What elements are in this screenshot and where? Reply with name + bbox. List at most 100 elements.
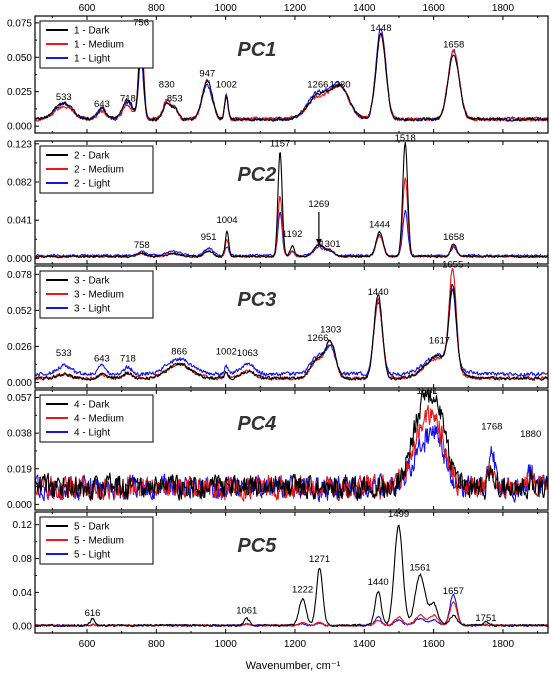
pc4-ytick-label: 0.057: [7, 393, 32, 404]
pc5-ytick-label: 0.12: [13, 520, 33, 531]
pc5-title: PC5: [237, 535, 277, 557]
pc2-peak-label: 951: [201, 232, 217, 243]
bottom-xtick-label: 600: [79, 639, 96, 650]
pc3-peak-label: 1440: [368, 287, 389, 298]
pc3-title: PC3: [237, 289, 276, 311]
pc4-legend-label-medium: 4 - Medium: [74, 414, 124, 425]
pc3-peak-label: 1002: [216, 347, 237, 358]
pc1-legend-label-dark: 1 - Dark: [74, 26, 111, 37]
pc4-title: PC4: [237, 413, 276, 435]
bottom-xtick-label: 1600: [422, 639, 445, 650]
pc3-ytick-label: 0.052: [7, 306, 32, 317]
pc2-frame: [34, 140, 549, 265]
pc2-series-dark: [35, 141, 548, 259]
bottom-xtick-label: 1400: [353, 639, 376, 650]
pc3-peak-label: 1063: [237, 348, 258, 359]
pc3-ytick-label: 0.078: [7, 270, 32, 281]
pc3-peak-label: 1266: [307, 333, 328, 344]
pc3-legend: 3 - Dark 3 - Medium 3 - Light: [39, 270, 154, 319]
pc2-ytick-label: 0.082: [7, 178, 32, 189]
pc2-peak-label: 1301: [319, 239, 340, 250]
pc2-peak-label: 758: [134, 240, 150, 251]
pc1-legend-label-light: 1 - Light: [74, 54, 110, 65]
pc4-legend-label-light: 4 - Light: [74, 428, 110, 439]
pc2-ytick-label: 0.041: [7, 216, 32, 227]
pc1-peak-label: 1002: [216, 80, 237, 91]
pc2-legend-label-dark: 2 - Dark: [74, 151, 111, 162]
pc1-peak-label: 1658: [443, 40, 464, 51]
pc3-peak-label: 533: [56, 348, 72, 359]
top-xtick-label: 1200: [284, 3, 307, 14]
pc5-peak-label: 1222: [292, 584, 313, 595]
pc2-title: PC2: [237, 164, 276, 186]
top-xtick-label: 1000: [215, 3, 238, 14]
pc5-legend-label-light: 5 - Light: [74, 550, 110, 561]
pc2-peak-label: 1004: [216, 215, 237, 226]
pc5-legend: 5 - Dark 5 - Medium 5 - Light: [39, 516, 154, 565]
pc2-peak-label: 1157: [270, 139, 290, 150]
pc5-peak-label: 1061: [236, 606, 257, 617]
pc2-peak-label: 1658: [443, 232, 464, 243]
pc4-legend: 4 - Dark 4 - Medium 4 - Light: [39, 394, 154, 443]
pc3-traces: [35, 267, 548, 381]
pc1-peak-label: 1448: [370, 23, 391, 34]
pc2-legend-label-light: 2 - Light: [74, 179, 110, 190]
pc4-peak-label: 1581: [416, 386, 437, 397]
pc4-peak-label: 1768: [481, 421, 502, 432]
pc1-peak-label: 643: [94, 99, 110, 110]
pc3-legend-label-dark: 3 - Dark: [74, 276, 111, 287]
pc1-ytick-label: 0.025: [7, 87, 32, 98]
pc1-title: PC1: [237, 39, 276, 61]
pc5-peak-label: 616: [85, 608, 101, 619]
top-xtick-label: 800: [148, 3, 165, 14]
pc4-traces: [35, 390, 548, 503]
pc5-series-medium: [35, 601, 548, 627]
pc3-peak-label: 1303: [320, 325, 341, 336]
bottom-xtick-label: 1200: [284, 639, 307, 650]
pc3-series-medium: [35, 267, 548, 381]
top-xtick-label: 1800: [492, 3, 515, 14]
pc2-peak-label: 1444: [369, 220, 390, 231]
pc1-ytick-label: 0.075: [7, 18, 32, 29]
pc3-series-light: [35, 288, 548, 378]
bottom-xtick-label: 1800: [492, 639, 515, 650]
pc2-traces: [35, 141, 548, 259]
pc5-peak-label: 1271: [309, 554, 330, 565]
pc1-peak-label: 947: [199, 69, 215, 80]
pc2-ytick-label: 0.000: [7, 254, 32, 265]
top-xtick-label: 600: [79, 3, 96, 14]
pc2-peak-label: 1518: [395, 133, 416, 144]
pc5-ytick-label: 0.08: [13, 554, 33, 565]
pc3-legend-label-light: 3 - Light: [74, 304, 110, 315]
pc1-peak-label: 1266: [307, 80, 328, 91]
pc5-peak-label: 1499: [388, 509, 409, 520]
pc1-peak-label: 718: [120, 93, 136, 104]
pc4-legend-label-dark: 4 - Dark: [74, 400, 111, 411]
pc2-peak-label: 1269: [308, 199, 329, 210]
pc3-ytick-label: 0.000: [7, 378, 32, 389]
bottom-xtick-label: 800: [148, 639, 165, 650]
panel-pc5: 0.00 0.04 0.08 0.12 5 - Dark 5 - Medium 5 - Li…: [13, 509, 549, 634]
top-xtick-label: 1600: [422, 3, 445, 14]
pc2-ytick-label: 0.123: [7, 139, 32, 150]
pc1-traces: [35, 28, 548, 122]
pc1-peak-label: 756: [133, 18, 149, 29]
pc1-legend: 1 - Dark 1 - Medium 1 - Light: [39, 20, 154, 69]
pc5-peak-label: 1657: [443, 586, 464, 597]
pc1-peak-label: 533: [56, 92, 72, 103]
pc5-legend-label-medium: 5 - Medium: [74, 536, 124, 547]
pc4-series-light: [35, 425, 548, 503]
pc3-ytick-label: 0.026: [7, 342, 32, 353]
pc5-frame: [34, 511, 549, 634]
pc1-peak-label: 1330: [329, 80, 350, 91]
top-x-axis: 600 800 1000 1200 1400 1600 1800: [79, 3, 515, 14]
pc2-peak-label: 1192: [282, 229, 302, 240]
pc1-series-dark: [35, 33, 548, 122]
pc4-ytick-label: 0.000: [7, 500, 32, 511]
pc5-ytick-label: 0.04: [13, 588, 33, 599]
